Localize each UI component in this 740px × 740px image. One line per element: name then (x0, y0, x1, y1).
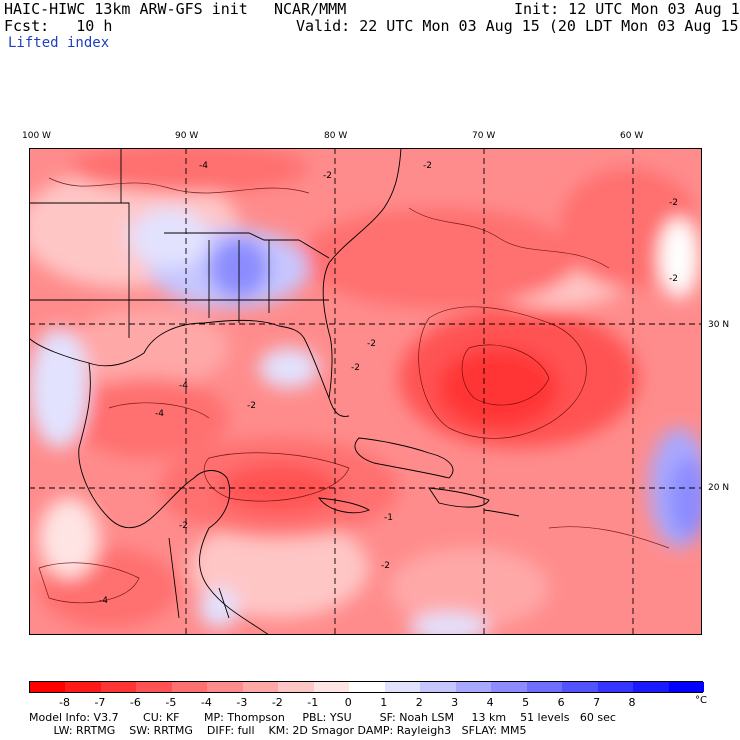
colorbar-tick-label: 0 (344, 696, 352, 709)
contour-lines (38, 177, 670, 604)
colorbar-tick-label: 2 (415, 696, 423, 709)
colorbar-tick-label: 8 (628, 696, 636, 709)
contour-label: -4 (99, 596, 108, 606)
colorbar-cell (30, 682, 66, 692)
valid-time: Valid: 22 UTC Mon 03 Aug 15 (20 LDT Mon … (296, 17, 740, 35)
contour-label: -2 (367, 339, 376, 349)
colorbar-cell (207, 682, 244, 692)
lon-label: 90 W (175, 131, 199, 141)
lon-label: 80 W (324, 131, 348, 141)
contour-label: -2 (179, 521, 188, 531)
colorbar-cell (491, 682, 528, 692)
contour-label: -2 (351, 363, 360, 373)
colorbar-tick-label: -1 (307, 696, 319, 709)
colorbar-cell (242, 682, 279, 692)
colorbar-cell (384, 682, 421, 692)
colorbar-cell (349, 682, 386, 692)
colorbar-cell (171, 682, 208, 692)
lifted-index-map: -2 -2 -2 -4 -2 -2 -4 -2 -4 -1 -2 -2 -4 -… (29, 148, 702, 635)
colorbar-cell (526, 682, 563, 692)
model-info-line1: Model Info: V3.7 CU: KF MP: Thompson PBL… (29, 711, 616, 724)
colorbar-tick-label: -3 (236, 696, 248, 709)
colorbar-tick-label: -4 (200, 696, 212, 709)
lat-label: 20 N (708, 483, 730, 493)
colorbar-tick-label: 6 (557, 696, 565, 709)
org-label: NCAR/MMM (274, 0, 347, 18)
colorbar-tick-label: -8 (58, 696, 70, 709)
coastlines (29, 148, 520, 635)
contour-label: -2 (669, 198, 678, 208)
colorbar-tick-label: 1 (380, 696, 388, 709)
colorbar-cell (278, 682, 315, 692)
contour-label: -2 (381, 561, 390, 571)
colorbar-tick-label: 5 (522, 696, 530, 709)
colorbar-cell (562, 682, 599, 692)
contour-label: -4 (179, 381, 188, 391)
init-time: Init: 12 UTC Mon 03 Aug 15 (514, 0, 740, 18)
contour-label: -4 (199, 161, 208, 171)
colorbar-tick-label: -6 (129, 696, 141, 709)
colorbar-cell (668, 682, 705, 692)
map-frame (29, 148, 702, 635)
colorbar-tick-label: -5 (165, 696, 177, 709)
colorbar-tick-label: -2 (271, 696, 283, 709)
lon-label: 100 W (22, 131, 51, 141)
lon-label: 70 W (472, 131, 496, 141)
colorbar-cell (420, 682, 457, 692)
colorbar-tick-label: 3 (451, 696, 459, 709)
contour-label: -4 (155, 409, 164, 419)
colorbar-unit: °C (695, 695, 707, 706)
colorbar (29, 681, 705, 693)
contour-label: -2 (669, 274, 678, 284)
contour-label: -2 (323, 171, 332, 181)
lon-label: 60 W (620, 131, 644, 141)
colorbar-cell (633, 682, 670, 692)
colorbar-cell (597, 682, 634, 692)
contour-label-group: -2 -2 -2 -4 -2 -2 -4 -2 -4 -1 -2 -2 -4 -… (99, 161, 678, 606)
colorbar-tick-label: 7 (593, 696, 601, 709)
colorbar-tick-label: 4 (486, 696, 494, 709)
field-name: Lifted index (8, 35, 110, 51)
lat-label: 30 N (708, 320, 730, 330)
colorbar-cell (455, 682, 492, 692)
graticule (29, 148, 702, 635)
colorbar-cell (136, 682, 173, 692)
model-info-line2: LW: RRTMG SW: RRTMG DIFF: full KM: 2D Sm… (29, 724, 527, 737)
colorbar-tick-label: -7 (94, 696, 106, 709)
field-shading (29, 148, 702, 635)
colorbar-cell (100, 682, 137, 692)
contour-label: -2 (423, 161, 432, 171)
contour-label: -2 (247, 401, 256, 411)
contour-label: -1 (384, 513, 393, 523)
colorbar-cell (313, 682, 350, 692)
colorbar-cell (65, 682, 102, 692)
model-title: HAIC-HIWC 13km ARW-GFS init (4, 0, 248, 18)
forecast-hour: Fcst: 10 h (4, 17, 113, 35)
